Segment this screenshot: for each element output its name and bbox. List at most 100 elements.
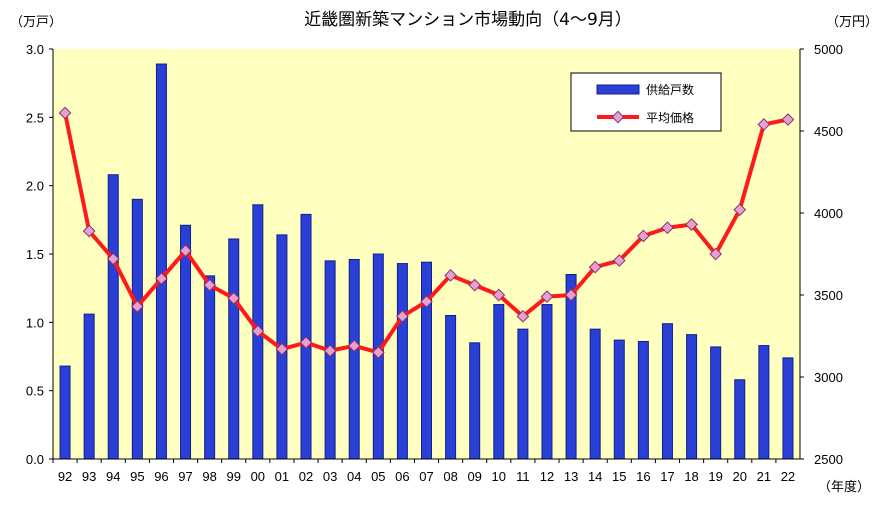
price-marker-13 bbox=[564, 288, 578, 302]
x-tick-label: 00 bbox=[251, 469, 265, 484]
right-axis-tick-label: 4000 bbox=[814, 206, 843, 221]
price-marker-06 bbox=[396, 309, 409, 323]
price-marker-99 bbox=[227, 291, 241, 305]
price-marker-92 bbox=[58, 106, 72, 120]
x-tick-label: 14 bbox=[588, 469, 602, 484]
left-axis-tick-label: 1.5 bbox=[26, 247, 44, 262]
bar-15 bbox=[613, 339, 625, 460]
price-marker-14 bbox=[588, 260, 602, 274]
x-axis-unit: （年度） bbox=[818, 479, 870, 495]
right-axis-unit: （万円） bbox=[826, 15, 878, 30]
left-axis-tick-label: 0.5 bbox=[26, 384, 44, 399]
bar-94 bbox=[107, 174, 119, 460]
x-tick-label: 20 bbox=[733, 469, 747, 484]
x-tick-label: 22 bbox=[781, 469, 795, 484]
left-axis: 0.0 0.5 1.0 1.5 2.0 2.5 3.0 bbox=[26, 42, 53, 467]
right-axis-tick-label: 2500 bbox=[814, 452, 843, 467]
right-axis-tick-label: 3500 bbox=[814, 288, 843, 303]
price-marker-93 bbox=[82, 224, 96, 238]
right-axis-tick-label: 4500 bbox=[814, 124, 843, 139]
price-marker-16 bbox=[637, 229, 650, 243]
x-tick-label: 06 bbox=[395, 469, 409, 484]
legend-bar-swatch bbox=[596, 84, 640, 95]
bar-07 bbox=[421, 261, 432, 460]
right-axis-tick-label: 3000 bbox=[814, 370, 843, 385]
x-tick-label: 08 bbox=[443, 469, 457, 484]
legend-box bbox=[570, 72, 722, 132]
x-tick-label: 13 bbox=[564, 469, 578, 484]
x-tick-label: 96 bbox=[154, 469, 168, 484]
left-axis-tick-label: 1.0 bbox=[26, 315, 44, 330]
bar-14 bbox=[589, 328, 601, 460]
price-marker-11 bbox=[516, 309, 530, 323]
bar-93 bbox=[83, 313, 95, 460]
bar-99 bbox=[228, 238, 240, 460]
price-marker-09 bbox=[468, 278, 482, 292]
x-tick-label: 99 bbox=[226, 469, 240, 484]
x-tick-label: 15 bbox=[612, 469, 626, 484]
x-tick-label: 05 bbox=[371, 469, 385, 484]
legend-marker-swatch bbox=[611, 110, 625, 124]
x-tick-label: 02 bbox=[299, 469, 313, 484]
x-tick-label: 12 bbox=[540, 469, 554, 484]
x-tick-label: 92 bbox=[58, 469, 72, 484]
price-marker-22 bbox=[781, 113, 795, 126]
x-tick-label: 16 bbox=[636, 469, 650, 484]
legend-label-supply: 供給戸数 bbox=[646, 82, 694, 97]
price-marker-00 bbox=[251, 324, 265, 338]
left-axis-tick-label: 2.0 bbox=[26, 179, 44, 194]
price-marker-21 bbox=[757, 118, 771, 131]
left-axis-unit: （万戸） bbox=[10, 15, 62, 30]
left-axis-tick-label: 3.0 bbox=[26, 42, 44, 57]
bar-11 bbox=[517, 328, 529, 460]
bar-22 bbox=[782, 357, 794, 460]
right-axis-tick-label: 5000 bbox=[814, 42, 843, 57]
x-tick-label: 94 bbox=[106, 469, 120, 484]
bar-17 bbox=[661, 323, 673, 460]
bar-12 bbox=[541, 304, 553, 460]
x-tick-label: 21 bbox=[757, 469, 771, 484]
chart-title: 近畿圏新築マンション市場動向（4～9月） bbox=[304, 10, 632, 30]
price-marker-03 bbox=[323, 344, 337, 358]
bar-21 bbox=[758, 345, 770, 460]
bar-16 bbox=[637, 340, 649, 460]
price-marker-97 bbox=[179, 244, 192, 258]
bar-20 bbox=[734, 379, 746, 460]
bar-97 bbox=[180, 224, 192, 460]
price-marker-94 bbox=[106, 252, 120, 266]
legend-label-price: 平均価格 bbox=[646, 110, 694, 125]
bar-92 bbox=[59, 365, 71, 460]
price-marker-10 bbox=[492, 288, 506, 302]
x-tick-label: 17 bbox=[660, 469, 674, 484]
x-tick-label: 03 bbox=[323, 469, 337, 484]
price-marker-19 bbox=[709, 247, 723, 261]
price-marker-18 bbox=[685, 218, 698, 231]
price-marker-08 bbox=[444, 268, 457, 282]
bar-08 bbox=[445, 315, 457, 460]
price-marker-12 bbox=[540, 290, 554, 304]
price-marker-98 bbox=[203, 278, 216, 292]
x-tick-label: 97 bbox=[178, 469, 192, 484]
x-tick-label: 93 bbox=[82, 469, 96, 484]
x-tick-label: 07 bbox=[419, 469, 433, 484]
price-marker-01 bbox=[275, 342, 289, 356]
price-marker-17 bbox=[661, 221, 674, 235]
price-marker-07 bbox=[420, 295, 433, 308]
bar-96 bbox=[155, 63, 167, 460]
x-tick-label: 19 bbox=[708, 469, 722, 484]
x-tick-label: 98 bbox=[202, 469, 216, 484]
price-marker-96 bbox=[155, 272, 168, 285]
price-marker-04 bbox=[347, 339, 361, 353]
price-marker-95 bbox=[130, 300, 144, 313]
bar-06 bbox=[396, 263, 408, 460]
line-series bbox=[58, 106, 795, 359]
left-axis-tick-label: 0.0 bbox=[26, 452, 44, 467]
left-axis-tick-label: 2.5 bbox=[26, 110, 44, 125]
bar-13 bbox=[565, 274, 577, 460]
legend: 供給戸数 平均価格 bbox=[570, 72, 722, 132]
bar-09 bbox=[469, 342, 481, 460]
bar-03 bbox=[324, 260, 336, 460]
bar-10 bbox=[493, 304, 505, 460]
price-marker-02 bbox=[299, 336, 313, 349]
